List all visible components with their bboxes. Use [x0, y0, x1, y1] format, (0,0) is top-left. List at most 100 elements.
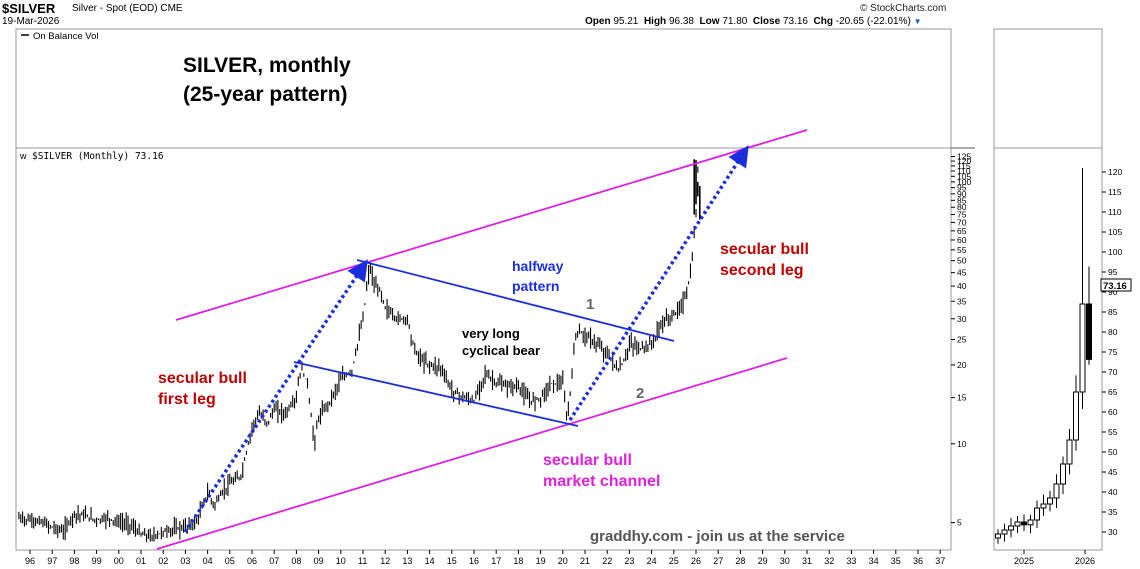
zoom-y-tick-label: 30 — [1108, 527, 1118, 537]
x-tick-label: 14 — [425, 556, 435, 566]
zoom-price-panel — [993, 147, 1103, 551]
zoom-candle-body — [1034, 507, 1040, 521]
zoom-y-tick-label: 100 — [1108, 247, 1122, 257]
x-tick-label: 37 — [935, 556, 945, 566]
x-tick-label: 26 — [691, 556, 701, 566]
x-tick-label: 25 — [669, 556, 679, 566]
marker-1: 1 — [586, 296, 594, 313]
zoom-y-tick-label: 115 — [1108, 187, 1122, 197]
last-price-badge-text: 73.16 — [1103, 281, 1127, 292]
halfway-label-2: pattern — [512, 278, 559, 294]
zoom-candles — [995, 168, 1092, 544]
y-tick-label: 100 — [957, 177, 971, 187]
zoom-candle-body — [1040, 503, 1047, 509]
x-tick-label: 23 — [624, 556, 634, 566]
zoom-y-tick-label: 35 — [1108, 507, 1118, 517]
chart-title: SILVER, monthly — [183, 54, 351, 77]
x-tick-label: 22 — [602, 556, 612, 566]
x-tick-label: 28 — [735, 556, 745, 566]
y-tick-label: 120 — [957, 156, 971, 166]
x-tick-label: 10 — [336, 556, 346, 566]
obv-panel — [15, 28, 952, 149]
high-label: High — [643, 16, 667, 27]
chart-subtitle: (25-year pattern) — [183, 83, 348, 106]
zoom-y-tick-label: 105 — [1108, 227, 1122, 237]
pattern-upper-line — [356, 259, 675, 342]
y-tick-label: 110 — [957, 166, 971, 176]
zoom-candle-body — [995, 533, 1001, 539]
y-tick-label: 35 — [957, 296, 967, 306]
pattern-lower-line — [293, 361, 579, 427]
x-tick-label: 98 — [69, 556, 79, 566]
x-tick-label: 01 — [136, 556, 146, 566]
y-tick-label: 105 — [957, 171, 971, 181]
y-tick-label: 45 — [957, 268, 967, 278]
x-tick-label: 27 — [713, 556, 723, 566]
x-tick-label: 36 — [913, 556, 923, 566]
y-tick-label: 80 — [957, 202, 967, 212]
x-tick-label: 17 — [491, 556, 501, 566]
first-leg-label-2: first leg — [158, 391, 216, 408]
zoom-candle-body — [1060, 463, 1066, 485]
second-leg-label-2: second leg — [720, 262, 804, 279]
description-text: Silver - Spot (EOD) — [72, 3, 158, 14]
x-tick-label: 35 — [891, 556, 901, 566]
first-leg-arrow — [183, 259, 368, 533]
low-label: Low — [699, 16, 720, 27]
zoom-candle-body — [1073, 391, 1079, 441]
x-tick-label: 99 — [92, 556, 102, 566]
x-tick-label: 08 — [291, 556, 301, 566]
chart-date: 19-Mar-2026 — [2, 16, 60, 27]
second-leg-arrow — [568, 145, 749, 421]
x-tick-label: 30 — [780, 556, 790, 566]
zoom-candle-body — [1053, 483, 1060, 499]
channel-label-1: secular bull — [543, 452, 632, 469]
symbol-description: Silver - Spot (EOD) CME — [72, 3, 183, 14]
y-tick-label: 60 — [957, 235, 967, 245]
price-y-axis: 1251201151101051009590858075706560555045… — [951, 151, 971, 528]
exchange-text: CME — [160, 3, 183, 14]
zoom-x-tick-label: 2025 — [1014, 556, 1034, 566]
zoom-x-axis: 2025 2026 — [1014, 550, 1095, 566]
y-tick-label: 15 — [957, 393, 967, 403]
open-label: Open — [585, 16, 611, 27]
y-tick-label: 30 — [957, 314, 967, 324]
y-tick-label: 65 — [957, 226, 967, 236]
x-tick-label: 05 — [225, 556, 235, 566]
zoom-y-tick-label: 95 — [1108, 267, 1118, 277]
y-tick-label: 95 — [957, 183, 967, 193]
x-tick-label: 96 — [25, 556, 35, 566]
zoom-y-axis: 120 115 110 105 100 95 90 85 80 75 70 65 60 55 50 45 40 3… — [1102, 167, 1122, 537]
marker-2: 2 — [636, 385, 644, 402]
candle-icon: ᴡ — [19, 151, 27, 161]
y-tick-label: 90 — [957, 189, 967, 199]
x-tick-label: 18 — [513, 556, 523, 566]
stockcharts-credit: © StockCharts.com — [860, 3, 947, 14]
zoom-y-tick-label: 85 — [1108, 307, 1118, 317]
zoom-y-tick-label: 60 — [1108, 407, 1118, 417]
x-tick-label: 16 — [469, 556, 479, 566]
zoom-y-tick-label: 110 — [1108, 207, 1122, 217]
channel-lower-line — [156, 357, 788, 550]
x-tick-label: 09 — [314, 556, 324, 566]
zoom-candle-body — [1079, 303, 1086, 393]
high-value: 96.38 — [668, 16, 694, 27]
last-price-badge — [1100, 278, 1132, 292]
zoom-candle-body — [1066, 439, 1073, 465]
open-value: 95.21 — [613, 16, 639, 27]
zoom-y-tick-label: 75 — [1108, 347, 1118, 357]
x-tick-label: 03 — [180, 556, 190, 566]
zoom-y-tick-label: 70 — [1108, 367, 1118, 377]
zoom-candle-body — [1027, 519, 1034, 526]
y-tick-label: 50 — [957, 256, 967, 266]
cyclical-bear-label-2: cyclical bear — [462, 343, 540, 358]
symbol-title: $SILVER — [2, 1, 56, 16]
x-tick-label: 12 — [380, 556, 390, 566]
zoom-candle-body — [1021, 521, 1027, 526]
x-tick-label: 04 — [203, 556, 213, 566]
channel-upper-line — [175, 129, 808, 321]
zoom-y-tick-label: 45 — [1108, 467, 1118, 477]
x-tick-label: 33 — [846, 556, 856, 566]
chg-dropdown-icon[interactable]: ▼ — [913, 17, 922, 26]
y-tick-label: 25 — [957, 335, 967, 345]
